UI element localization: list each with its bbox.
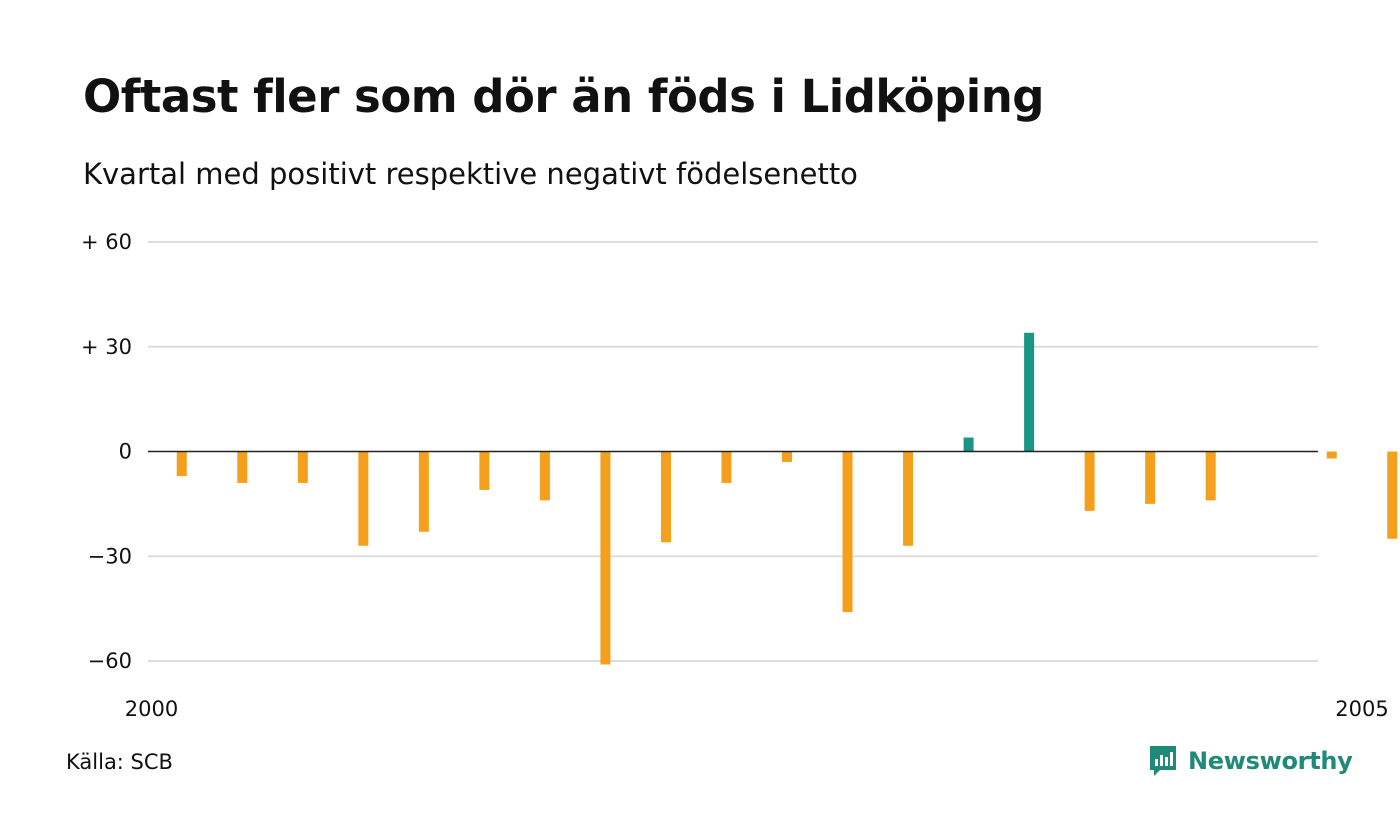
bar [1387,451,1398,539]
y-tick-label: −30 [88,544,132,568]
bar [721,451,732,483]
y-tick-label: + 30 [81,335,132,359]
bar [782,451,793,462]
bar [237,451,248,483]
y-tick-label: + 60 [81,230,132,254]
bar [1084,451,1095,511]
bar [963,437,974,452]
bars [176,332,1398,665]
chart-subtitle: Kvartal med positivt respektive negativt… [83,157,858,191]
bar [1326,451,1337,459]
x-tick-label: 2005 [1335,697,1388,721]
y-tick-label: −60 [88,649,132,673]
bar [660,451,671,543]
bar [1205,451,1216,501]
bar [539,451,550,501]
bar [358,451,369,546]
chart-title: Oftast fler som dör än föds i Lidköping [83,70,1044,123]
x-axis-labels: 20002005201020152020 [125,697,1389,721]
bar [600,451,611,665]
bar [1145,451,1156,504]
y-axis-labels: + 60 + 30 0 −30 −60 [81,230,132,673]
bar [842,451,853,613]
source-note: Källa: SCB [66,750,173,774]
y-tick-label: 0 [119,440,132,464]
x-tick-label: 2000 [125,697,178,721]
bar [297,451,308,483]
bar [903,451,914,546]
brand-logo[interactable]: Newsworthy [1148,744,1353,778]
bar [418,451,429,532]
newsworthy-logo-icon [1150,746,1176,776]
bar [176,451,187,476]
bar [479,451,490,490]
grid-lines [148,241,1318,662]
bar [1024,332,1035,452]
brand-name: Newsworthy [1188,747,1353,775]
